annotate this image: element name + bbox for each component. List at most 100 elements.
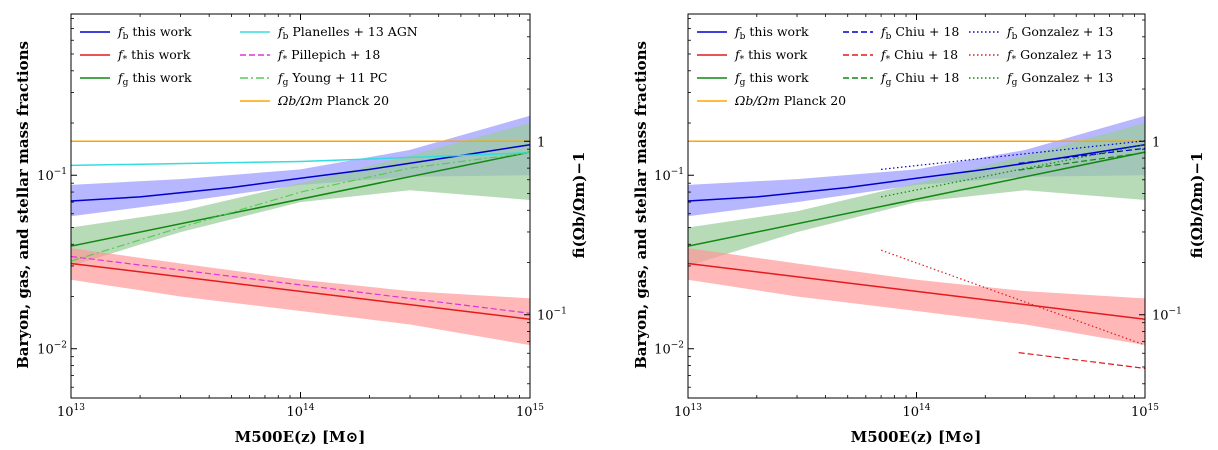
legend-label: Planck 20 (323, 93, 389, 108)
legend-symbol: f (117, 70, 125, 85)
x-axis-label-right-text: M500E(z) [M⊙] (851, 428, 982, 446)
legend-label: Gonzalez + 13 (1017, 24, 1113, 39)
y-tick-label: 10−1 (654, 167, 684, 184)
fg-band (71, 123, 530, 266)
legend-subscript: g (740, 78, 746, 88)
legend-entry: fg Young + 11 PC (277, 70, 387, 88)
legend-label: Chiu + 18 (891, 70, 959, 85)
legend-subscript: g (886, 78, 892, 88)
legend-label: Young + 11 PC (288, 70, 387, 85)
y-axis-label-right-text: Baryon, gas, and stellar mass fractions (632, 41, 650, 369)
f-gonzalez-13-line (880, 249, 1145, 346)
legend-entry: fg this work (734, 70, 809, 88)
x-axis-label-right: M500E(z) [M⊙] (851, 428, 982, 446)
f-this-work-line (688, 262, 1145, 320)
legend-entry: fb Planelles + 13 AGN (277, 24, 418, 42)
f-pillepich-18-line (71, 255, 530, 314)
x-tick-label: 1014 (287, 403, 315, 420)
legend-symbol: f (277, 47, 285, 62)
x-tick-label: 1013 (674, 403, 702, 420)
legend-symbol: f (117, 24, 125, 39)
y-axis-label-left: Baryon, gas, and stellar mass fractions (14, 41, 32, 369)
legend-entry: fb Gonzalez + 13 (1006, 24, 1113, 42)
y-tick-label: 10−2 (654, 341, 684, 358)
clipped-content (688, 115, 1145, 369)
legend-symbol: f (1006, 47, 1014, 62)
legend-symbol: f (880, 47, 888, 62)
x-axis-label-left: M500E(z) [M⊙] (235, 428, 366, 446)
fg-young-11-pc-line (71, 152, 530, 262)
legend-entry: fb Chiu + 18 (880, 24, 959, 42)
y-tick-label: 10−2 (37, 341, 67, 358)
plot-area-left (71, 115, 530, 346)
fb-this-work-line (688, 143, 1145, 202)
ticks-left: 1013 1014 1015 10−1 10−2 1 10−1 (37, 14, 567, 420)
x-tick-label: 1013 (57, 403, 85, 420)
right-tick-label: 1 (537, 135, 545, 150)
right-axis-label-left-text: fi(Ωb/Ωm)−1 (570, 152, 588, 259)
fb-band (71, 115, 530, 217)
ticks-right: 1013 1014 1015 10−1 10−2 1 10−1 (654, 14, 1182, 420)
legend-symbol: f (1006, 70, 1014, 85)
legend-symbol: f (277, 70, 285, 85)
clipped-content (71, 115, 530, 346)
legend-symbol: f (734, 24, 742, 39)
y-tick-label: 10−1 (37, 167, 67, 184)
legend-subscript: b (123, 32, 129, 42)
legend-subscript: * (740, 55, 745, 65)
legend-entry: fg Gonzalez + 13 (1006, 70, 1113, 88)
y-axis-label-right: Baryon, gas, and stellar mass fractions (632, 41, 650, 369)
legend-subscript: g (123, 78, 129, 88)
legend-subscript: * (123, 55, 128, 65)
legend-entry: f* this work (117, 47, 191, 65)
legend-label: this work (744, 47, 808, 62)
legend-symbol: f (880, 24, 888, 39)
legend-entry: fg Chiu + 18 (880, 70, 959, 88)
fg-chiu-18-line (1018, 152, 1145, 171)
legend-symbol: f (117, 47, 125, 62)
legend-entry: f* this work (734, 47, 808, 65)
fb-chiu-18-line (1018, 147, 1145, 164)
legend-label: this work (128, 24, 192, 39)
legend-entry: fb this work (117, 24, 192, 42)
legend-symbol: Ωb/Ωm (734, 93, 780, 108)
legend-symbol: f (734, 70, 742, 85)
right-tick-label: 10−1 (537, 307, 567, 324)
right-tick-label: 1 (1152, 135, 1160, 150)
legend-entry: fg this work (117, 70, 192, 88)
legend-symbol: f (1006, 24, 1014, 39)
fg-this-work-line (71, 151, 530, 247)
legend-symbol: f (880, 70, 888, 85)
x-axis-label-left-text: M500E(z) [M⊙] (235, 428, 366, 446)
legend-entry: f* Gonzalez + 13 (1006, 47, 1112, 65)
fstar-band (71, 248, 530, 346)
legend-label: Gonzalez + 13 (1017, 70, 1113, 85)
legend-subscript: * (886, 55, 891, 65)
fstar-band (688, 248, 1145, 346)
legend-subscript: b (1012, 32, 1018, 42)
fb-gonzalez-13-line (881, 140, 1145, 170)
legend-label: Planelles + 13 AGN (288, 24, 417, 39)
x-tick-label: 1015 (1131, 403, 1159, 420)
legend-entry: Ωb/Ωm Planck 20 (277, 93, 389, 108)
legend-symbol: Ωb/Ωm (277, 93, 323, 108)
fg-gonzalez-13-line (880, 144, 1145, 198)
legend-entry: fb this work (734, 24, 809, 42)
legend-subscript: b (283, 32, 289, 42)
legend-subscript: * (1012, 55, 1017, 65)
legend-label: this work (745, 24, 809, 39)
x-tick-label: 1014 (903, 403, 931, 420)
legend-label: this work (128, 70, 192, 85)
legend-label: Planck 20 (780, 93, 846, 108)
f-chiu-18-line (1018, 352, 1145, 369)
legend-entry: f* Pillepich + 18 (277, 47, 380, 65)
f-this-work-line (71, 262, 530, 320)
legend-label: this work (127, 47, 191, 62)
legend-subscript: b (886, 32, 892, 42)
fb-band (688, 115, 1145, 217)
